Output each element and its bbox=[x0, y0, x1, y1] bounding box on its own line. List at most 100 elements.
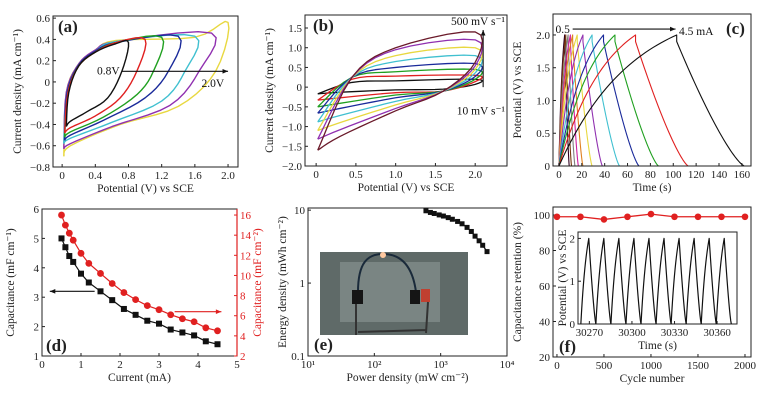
data-point bbox=[449, 216, 455, 222]
panel-label: (e) bbox=[314, 335, 333, 354]
x-tick-label: 40 bbox=[599, 169, 611, 181]
gcd-curve bbox=[558, 34, 689, 167]
gcd-curve bbox=[558, 34, 584, 167]
data-point bbox=[472, 233, 478, 239]
data-point bbox=[455, 218, 461, 224]
y-tick-label: 80 bbox=[539, 245, 551, 257]
y-tick-label: −0.4 bbox=[30, 119, 50, 131]
x-tick-label: 2 bbox=[117, 359, 123, 371]
data-point bbox=[553, 213, 561, 221]
y-axis-label: Current density (mA cm⁻¹) bbox=[264, 28, 276, 153]
inset-cycle bbox=[655, 237, 672, 325]
data-point bbox=[143, 302, 151, 310]
x-axis-label: Cycle number bbox=[620, 373, 685, 385]
y-tick-label: 4 bbox=[34, 263, 40, 275]
gcd-curve bbox=[558, 34, 593, 167]
cv-curve bbox=[65, 39, 130, 127]
x-tick-label: 0 bbox=[313, 169, 319, 181]
data-point bbox=[671, 213, 678, 221]
y-tick-label: 0.5 bbox=[288, 62, 302, 74]
panel-label: (a) bbox=[58, 17, 78, 36]
x-tick-label: 160 bbox=[734, 169, 751, 181]
x-tick-label: 0 bbox=[554, 360, 560, 372]
y-tick-label: 0 bbox=[545, 161, 551, 173]
data-point bbox=[69, 236, 77, 244]
data-point bbox=[476, 238, 482, 244]
cv-curve bbox=[317, 46, 484, 132]
data-point bbox=[97, 288, 104, 295]
clip-black bbox=[410, 290, 420, 304]
right-axis-arrow-head bbox=[215, 309, 222, 315]
gcd-curve bbox=[558, 34, 573, 167]
y-tick-label: −2.0 bbox=[282, 161, 302, 173]
data-point bbox=[132, 296, 140, 304]
x-tick-label: 0.4 bbox=[88, 170, 102, 182]
x-tick-label: 10¹ bbox=[301, 359, 315, 371]
y-axis-label: Capacitance (mF cm⁻¹) bbox=[5, 228, 17, 337]
y-tick-label: −0.6 bbox=[30, 141, 50, 153]
cv-curve bbox=[317, 62, 484, 114]
y-right-tick-label: 10 bbox=[240, 270, 252, 282]
y-tick-label: −1.0 bbox=[282, 122, 302, 134]
y-tick-label: 1.0 bbox=[288, 43, 302, 55]
y-tick-label: 60 bbox=[539, 281, 551, 293]
plot-frame bbox=[52, 15, 239, 168]
data-point bbox=[480, 242, 486, 248]
data-point bbox=[108, 280, 116, 287]
inset-cycle bbox=[685, 237, 702, 325]
y-tick-label: 0.4 bbox=[36, 34, 50, 46]
y-axis-label: Energy density (mWh cm⁻²) bbox=[277, 216, 289, 348]
y-tick-label: 0 bbox=[570, 319, 576, 331]
top-label: 500 mV s⁻¹ bbox=[451, 16, 506, 28]
cv-curve bbox=[63, 34, 182, 141]
x-tick-label: 1.2 bbox=[155, 170, 169, 182]
data-point bbox=[718, 213, 725, 221]
x-tick-label: 0.5 bbox=[349, 169, 363, 181]
cv-curve bbox=[317, 38, 484, 140]
y-tick-label: 2 bbox=[570, 233, 576, 245]
y-right-tick-label: 14 bbox=[240, 230, 252, 242]
y-tick-label: 3 bbox=[34, 292, 40, 304]
bottom-label: 10 mV s⁻¹ bbox=[457, 106, 506, 118]
x-tick-label: 500 bbox=[596, 360, 613, 372]
x-tick-label: 10² bbox=[367, 359, 382, 371]
inset-cycle bbox=[610, 237, 627, 325]
data-point bbox=[144, 317, 151, 324]
x-tick-label: 1500 bbox=[687, 360, 710, 372]
clip-red bbox=[421, 289, 430, 302]
x-tick-label: 20 bbox=[576, 169, 588, 181]
current-arrow-head bbox=[670, 26, 676, 32]
plot-frame bbox=[552, 13, 752, 167]
data-point bbox=[120, 305, 127, 312]
y-right-axis-label: Capacitance (mF cm⁻²) bbox=[252, 228, 264, 337]
data-point bbox=[647, 210, 655, 218]
y-tick-label: 20 bbox=[539, 352, 551, 364]
x-axis-label: Potential (V) vs SCE bbox=[358, 182, 455, 194]
y-tick-label: 1.5 bbox=[288, 23, 302, 35]
y-tick-label: −0.8 bbox=[30, 162, 50, 174]
x-tick-label: 0 bbox=[556, 169, 562, 181]
led-icon bbox=[380, 252, 386, 258]
y-axis-label: Potential (V) vs SCE bbox=[512, 42, 524, 139]
x-tick-label: 0 bbox=[39, 359, 45, 371]
data-point bbox=[97, 270, 104, 277]
inset-cycle bbox=[595, 237, 612, 325]
x-tick-label: 30270 bbox=[576, 327, 604, 339]
data-point bbox=[440, 213, 446, 219]
x-tick-label: 2.0 bbox=[468, 169, 482, 181]
x-tick-label: 5 bbox=[234, 359, 240, 371]
y-tick-label: 40 bbox=[539, 316, 551, 328]
data-point bbox=[132, 311, 139, 318]
panel-label: (c) bbox=[726, 19, 745, 38]
y-axis-label: Current density (mA cm⁻¹) bbox=[12, 29, 24, 154]
y-right-tick-label: 12 bbox=[240, 250, 251, 262]
electrode bbox=[355, 301, 429, 335]
x-tick-label: 3 bbox=[156, 359, 162, 371]
plot-frame bbox=[552, 206, 752, 358]
plot-frame bbox=[577, 231, 738, 325]
y-tick-label: −0.2 bbox=[30, 98, 50, 110]
data-point bbox=[445, 215, 451, 221]
x-tick-label: 30300 bbox=[618, 327, 646, 339]
plot-frame bbox=[307, 207, 508, 357]
y-axis-label: Capacitance retention (%) bbox=[512, 222, 524, 342]
